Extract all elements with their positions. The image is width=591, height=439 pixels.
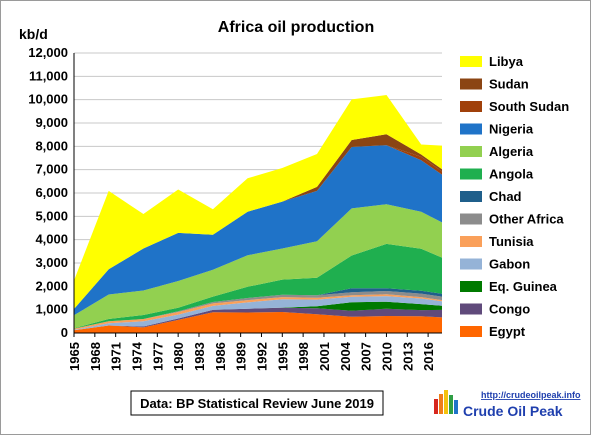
legend-label-angola: Angola: [489, 167, 534, 182]
legend: Libya Sudan South Sudan Nigeria Algeria Angol…: [460, 54, 569, 339]
y-tick-label-9000: 9,000: [35, 115, 68, 130]
legend-swatch-nigeria: [460, 123, 482, 135]
area-nigeria: [74, 145, 442, 316]
legend-swatch-sudan: [460, 78, 482, 90]
legend-swatch-egypt: [460, 326, 482, 337]
x-tick-label-1974: 1974: [129, 341, 144, 371]
x-tick-label-1986: 1986: [213, 342, 228, 371]
legend-label-tunisia: Tunisia: [489, 234, 534, 249]
legend-swatch-chad: [460, 191, 482, 202]
legend-swatch-gabon: [460, 258, 482, 270]
x-tick-label-2013: 2013: [400, 342, 415, 371]
x-tick-label-2001: 2001: [317, 342, 332, 371]
x-tick-label-2007: 2007: [359, 342, 374, 371]
y-tick-label-10000: 10,000: [28, 92, 68, 107]
y-tick-label-5000: 5,000: [35, 208, 68, 223]
crude-oil-peak-logo: http://crudeoilpeak.info Crude Oil Peak: [434, 390, 581, 419]
legend-label-congo: Congo: [489, 302, 530, 317]
source-note: Data: BP Statistical Review June 2019: [140, 396, 374, 411]
legend-label-gabon: Gabon: [489, 257, 530, 272]
y-tick-label-1000: 1,000: [35, 302, 68, 317]
x-tick-label-1983: 1983: [192, 342, 207, 371]
x-tick-label-1995: 1995: [275, 342, 290, 371]
y-tick-label-3000: 3,000: [35, 255, 68, 270]
legend-swatch-other-africa: [460, 213, 482, 225]
area-libya: [74, 95, 442, 309]
y-tick-label-4000: 4,000: [35, 232, 68, 247]
area-other-africa: [74, 291, 442, 329]
y-axis-ticks: 0 1,000 2,000 3,000 4,000 5,000 6,000 7,000 8,00…: [28, 45, 68, 340]
legend-label-algeria: Algeria: [489, 144, 534, 159]
x-tick-label-1971: 1971: [109, 342, 124, 371]
y-tick-label-12000: 12,000: [28, 45, 68, 60]
y-tick-label-0: 0: [61, 325, 68, 340]
x-tick-label-2004: 2004: [338, 341, 353, 371]
x-tick-label-1977: 1977: [150, 342, 165, 371]
area-gabon: [74, 296, 442, 331]
legend-label-other-africa: Other Africa: [489, 212, 564, 227]
legend-label-egypt: Egypt: [489, 324, 526, 339]
legend-swatch-eq-guinea: [460, 281, 482, 292]
y-tick-label-11000: 11,000: [29, 68, 68, 83]
x-tick-label-1965: 1965: [67, 342, 82, 371]
x-tick-label-2010: 2010: [379, 342, 394, 371]
legend-swatch-libya: [460, 56, 482, 67]
area-eq-guinea: [74, 301, 442, 331]
area-angola: [74, 243, 442, 329]
svg-text:http://crudeoilpeak.info: http://crudeoilpeak.info: [481, 390, 581, 400]
area-algeria: [74, 204, 442, 329]
y-tick-label-6000: 6,000: [35, 185, 68, 200]
x-tick-label-1980: 1980: [171, 342, 186, 371]
x-tick-label-1992: 1992: [254, 342, 269, 371]
x-tick-label-1968: 1968: [88, 342, 103, 371]
area-egypt: [74, 312, 442, 333]
y-axis-label: kb/d: [19, 26, 48, 42]
x-axis-ticks: 1965 1968 1971 1974 1977 1980 1983 1986 1989 1992…: [67, 333, 436, 371]
legend-label-south-sudan: South Sudan: [489, 99, 569, 114]
svg-text:Crude Oil Peak: Crude Oil Peak: [463, 403, 563, 419]
legend-swatch-angola: [460, 168, 482, 180]
source-note-box: [130, 390, 384, 416]
legend-swatch-congo: [460, 303, 482, 315]
legend-label-chad: Chad: [489, 189, 522, 204]
y-tick-label-2000: 2,000: [35, 278, 68, 293]
legend-swatch-algeria: [460, 146, 482, 157]
x-tick-label-2016: 2016: [421, 342, 436, 371]
axes: [73, 53, 442, 334]
legend-label-libya: Libya: [489, 54, 524, 69]
area-tunisia: [74, 294, 442, 330]
legend-label-sudan: Sudan: [489, 77, 529, 92]
legend-label-nigeria: Nigeria: [489, 122, 534, 137]
legend-label-eq-guinea: Eq. Guinea: [489, 279, 558, 294]
x-tick-label-1998: 1998: [296, 342, 311, 371]
legend-swatch-south-sudan: [460, 101, 482, 112]
area-series: [74, 95, 442, 333]
y-tick-label-8000: 8,000: [35, 138, 68, 153]
area-chad: [74, 288, 442, 329]
legend-swatch-tunisia: [460, 236, 482, 247]
x-tick-label-1989: 1989: [234, 342, 249, 371]
area-congo: [74, 307, 442, 331]
y-tick-label-7000: 7,000: [35, 162, 68, 177]
chart-title: Africa oil production: [218, 19, 374, 36]
